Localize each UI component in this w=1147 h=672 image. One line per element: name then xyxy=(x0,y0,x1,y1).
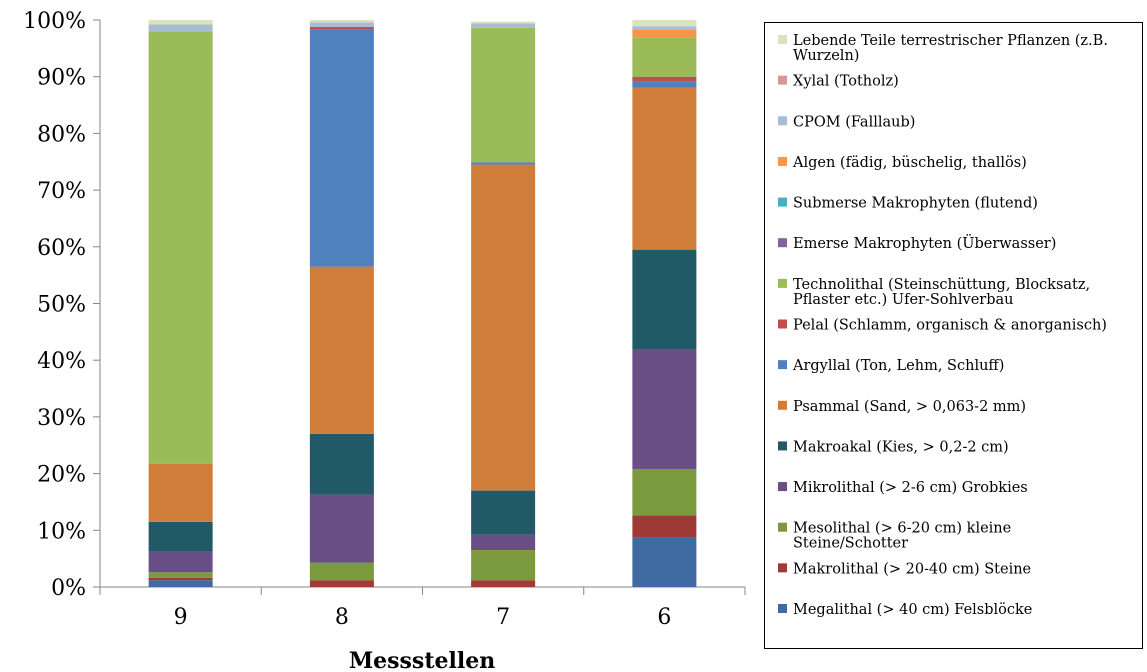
bar-segment xyxy=(632,20,697,27)
x-tick-label: 8 xyxy=(335,605,349,630)
bar-segment xyxy=(471,162,536,165)
legend-label: Lebende Teile terrestrischer Pflanzen (z… xyxy=(793,33,1108,64)
bar-segment xyxy=(632,537,697,587)
y-tick-label: 10% xyxy=(37,519,86,544)
bar-segment xyxy=(632,29,697,38)
legend-swatch xyxy=(778,441,787,451)
legend-label: Pelal (Schlamm, organisch & anorganisch) xyxy=(793,318,1107,334)
legend-swatch xyxy=(778,360,787,370)
axis-layer: 0% 10% 20% 30% 40% 50% 60% 70% 80% 90% 100% 9 8 7 6 xyxy=(23,9,746,630)
bar-segment xyxy=(309,29,374,267)
legend-swatch xyxy=(778,522,787,532)
bar-segment xyxy=(471,23,536,28)
legend-label: Emerse Makrophyten (Überwasser) xyxy=(793,234,1056,252)
legend-label: Makroakal (Kies, > 0,2-2 cm) xyxy=(793,439,1009,455)
legend-label: CPOM (Falllaub) xyxy=(793,114,915,130)
bar-segment xyxy=(632,249,697,350)
bar-segment xyxy=(148,463,213,522)
x-tick-label: 9 xyxy=(174,605,188,630)
bar-segment xyxy=(471,27,536,163)
legend-label: Psammal (Sand, > 0,063-2 mm) xyxy=(793,399,1026,415)
bar-segment xyxy=(148,24,213,32)
bar-segment xyxy=(309,433,374,495)
y-tick-label: 50% xyxy=(37,293,86,318)
bar-segment xyxy=(632,87,697,250)
bar-segment xyxy=(632,37,697,77)
bar-segment xyxy=(309,266,374,434)
bar-segment xyxy=(309,580,374,587)
bar-segment xyxy=(471,490,536,535)
legend-label: Mesolithal (> 6-20 cm) kleine Steine/Scho… xyxy=(793,521,1011,552)
y-tick-label: 20% xyxy=(37,463,86,488)
legend-label: Argyllal (Ton, Lehm, Schluff) xyxy=(792,358,1004,374)
legend-swatch xyxy=(778,35,787,44)
legend-swatch xyxy=(778,278,787,288)
y-tick-label: 60% xyxy=(37,236,86,261)
bar-segment xyxy=(471,580,536,587)
bar-segment xyxy=(632,26,697,30)
legend-swatch xyxy=(778,238,787,248)
legend: Lebende Teile terrestrischer Pflanzen (z… xyxy=(778,33,1108,618)
bar-segment xyxy=(148,20,213,25)
x-tick-label: 7 xyxy=(496,605,510,630)
bar-segment xyxy=(471,21,536,24)
bar-segment xyxy=(471,550,536,581)
legend-label: Technolithal (Steinschüttung, Blocksatz,… xyxy=(793,277,1090,308)
y-tick-label: 40% xyxy=(37,349,86,374)
legend-swatch xyxy=(778,75,787,85)
x-axis-title: Messstellen xyxy=(349,648,495,672)
legend-swatch xyxy=(778,563,787,573)
bar-segment xyxy=(632,469,697,516)
y-tick-label: 90% xyxy=(37,66,86,91)
bar-segment xyxy=(632,76,697,82)
bar-segment xyxy=(309,494,374,563)
bar-segment xyxy=(148,577,213,581)
bar-segment xyxy=(148,551,213,573)
y-tick-label: 100% xyxy=(23,9,86,34)
legend-swatch xyxy=(778,482,787,492)
legend-swatch xyxy=(778,156,787,166)
legend-swatch xyxy=(778,400,787,410)
bar-segment xyxy=(148,31,213,464)
y-tick-label: 0% xyxy=(51,576,86,601)
legend-swatch xyxy=(778,604,787,613)
bar-segment xyxy=(309,22,374,27)
y-tick-label: 80% xyxy=(37,122,86,147)
x-tick-label: 6 xyxy=(657,605,671,630)
bar-segment xyxy=(632,515,697,538)
legend-swatch xyxy=(778,116,787,126)
legend-label: Mikrolithal (> 2-6 cm) Grobkies xyxy=(793,480,1028,496)
bar-segment xyxy=(309,26,374,30)
bar-segment xyxy=(148,572,213,578)
legend-box xyxy=(764,22,1143,649)
bar-segment xyxy=(309,562,374,581)
bar-segment xyxy=(148,521,213,552)
legend-label: Megalithal (> 40 cm) Felsblöcke xyxy=(793,602,1032,618)
legend-label: Algen (fädig, büschelig, thallös) xyxy=(792,155,1027,171)
legend-label: Xylal (Totholz) xyxy=(793,74,899,90)
bar-segment xyxy=(471,164,536,491)
legend-label: Submerse Makrophyten (flutend) xyxy=(793,196,1038,212)
bar-segment xyxy=(309,20,374,23)
bar-segment xyxy=(471,534,536,551)
legend-label: Makrolithal (> 20-40 cm) Steine xyxy=(793,561,1031,577)
y-tick-label: 70% xyxy=(37,179,86,204)
legend-swatch xyxy=(778,197,787,207)
bar-segment xyxy=(632,81,697,88)
legend-swatch xyxy=(778,319,787,329)
y-tick-label: 30% xyxy=(37,406,86,431)
bar-segment xyxy=(632,349,697,470)
bars-layer xyxy=(148,20,697,587)
bar-segment xyxy=(148,580,213,587)
